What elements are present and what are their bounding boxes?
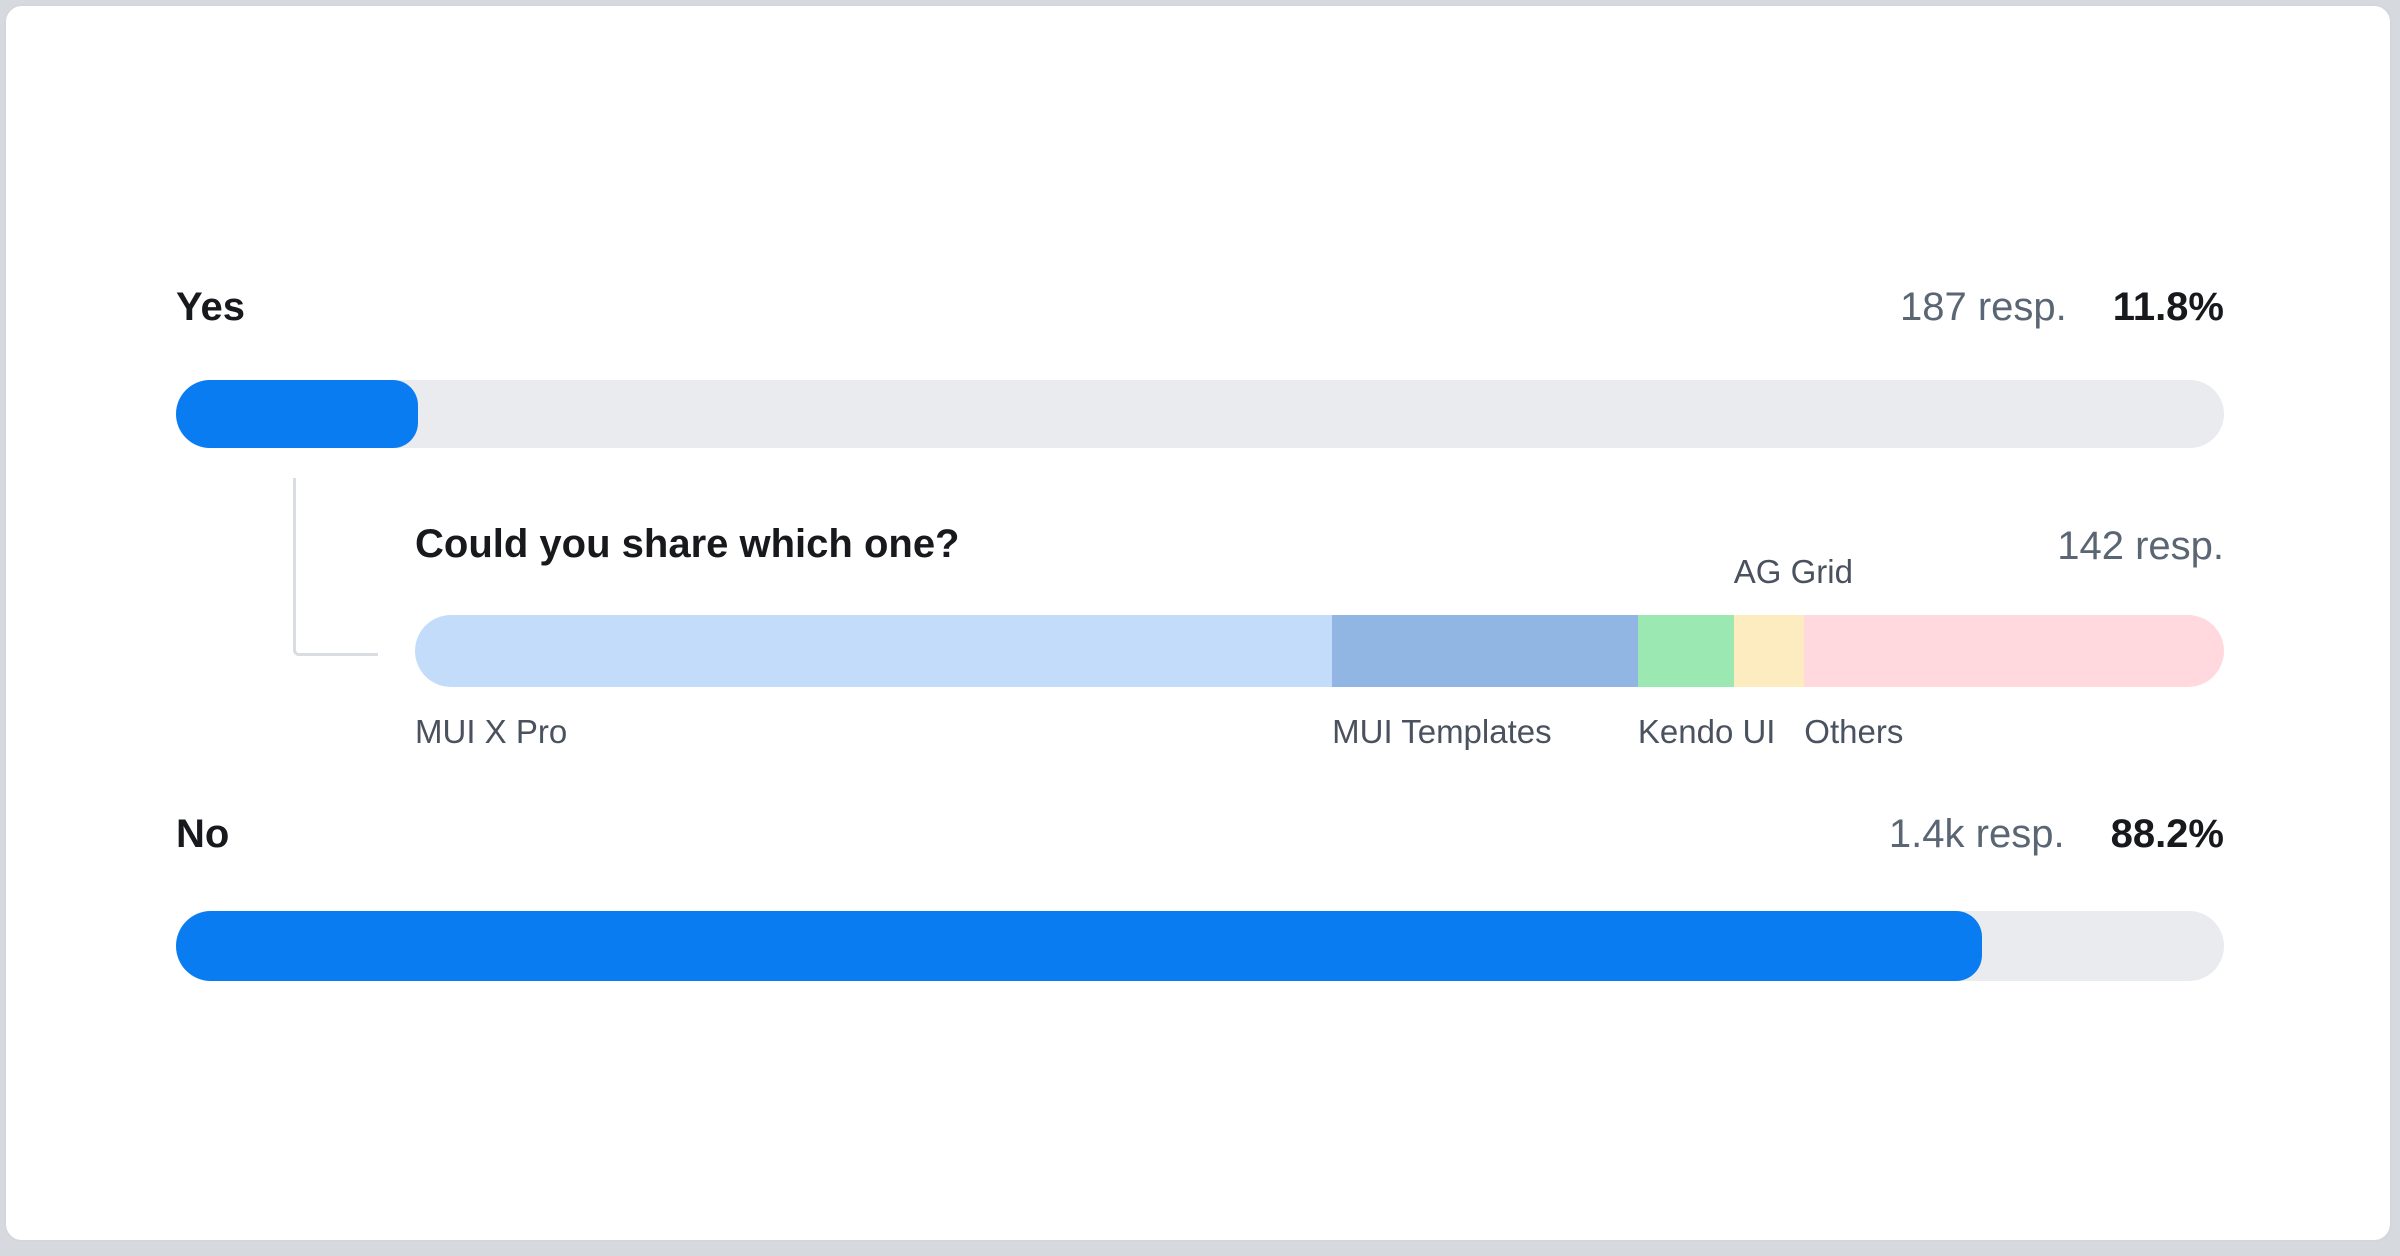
followup-connector-line	[293, 478, 378, 656]
answer-label-yes: Yes	[176, 285, 245, 329]
percent-no: 88.2%	[2110, 812, 2224, 856]
response-count-yes: 187 resp.	[1900, 285, 2067, 329]
answer-bar-no-track	[176, 911, 2224, 981]
segment-kendo-ui[interactable]	[1637, 615, 1734, 687]
segment-label-kendo-ui: Kendo UI	[1637, 713, 1776, 750]
answer-bar-yes-fill[interactable]	[176, 380, 418, 448]
segment-label-ag-grid: AG Grid	[1733, 553, 1853, 590]
segment-label-mui-templates: MUI Templates	[1332, 713, 1552, 750]
segment-others[interactable]	[1804, 615, 2224, 687]
answer-bar-yes-track	[176, 380, 2224, 448]
answer-label-no: No	[176, 812, 230, 856]
answer-bar-no-fill[interactable]	[176, 911, 1983, 981]
segment-label-mui-x-pro: MUI X Pro	[415, 713, 568, 750]
segment-mui-x-pro[interactable]	[415, 615, 1333, 687]
answer-stats-no: 1.4k resp. 88.2%	[1889, 810, 2224, 858]
followup-question: Could you share which one?	[415, 522, 960, 566]
segment-ag-grid[interactable]	[1733, 615, 1805, 687]
segment-label-others: Others	[1804, 713, 1904, 750]
followup-labels-below: MUI X Pro MUI Templates Kendo UI Others	[415, 712, 2224, 756]
response-count-no: 1.4k resp.	[1888, 812, 2065, 856]
followup-labels-above: AG Grid	[415, 552, 2224, 596]
followup-response-count: 142 resp.	[2057, 524, 2224, 568]
answer-stats-yes: 187 resp. 11.8%	[1900, 283, 2224, 331]
percent-yes: 11.8%	[2112, 285, 2224, 329]
followup-bar	[415, 615, 2224, 687]
segment-mui-templates[interactable]	[1332, 615, 1638, 687]
